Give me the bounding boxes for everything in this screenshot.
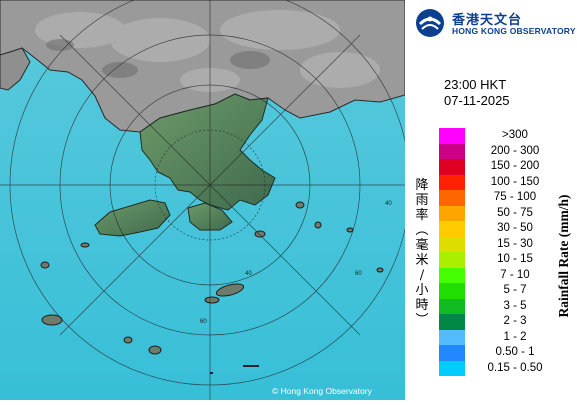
legend-axis-label-en: Rainfall Rate (mm/h) (556, 194, 571, 318)
legend-swatch (439, 283, 465, 299)
observatory-logo-icon (416, 9, 444, 37)
legend-label: 1 - 2 (503, 330, 527, 343)
ring-label-east: 40 (385, 201, 392, 207)
legend-label: 100 - 150 (490, 175, 540, 188)
legend-label: 10 - 15 (497, 253, 533, 265)
west-shore (0, 47, 31, 91)
legend-swatch (439, 298, 465, 314)
logo-name-en: HONG KONG OBSERVATORY (452, 26, 576, 36)
legend-label: 50 - 75 (497, 206, 533, 219)
legend-swatch (439, 360, 465, 376)
radar-image: 40 60 60 40 (0, 0, 411, 400)
legend-swatch (439, 174, 465, 190)
legend-swatch (439, 190, 465, 206)
legend-swatch (439, 159, 465, 175)
legend-label: 15 - 30 (497, 237, 533, 250)
legend-swatch (439, 252, 465, 268)
outlying-islands (40, 201, 384, 355)
legend-swatch (439, 314, 465, 330)
ring-label-southeast: 60 (355, 271, 362, 277)
lantau-island (94, 199, 171, 237)
legend-swatch (439, 329, 465, 345)
legend-label: 150 - 200 (490, 160, 540, 172)
radar-map: 40 60 60 40 © Hong Kong Observatory (0, 0, 411, 400)
legend-labels: >300 200 - 300 150 - 200 100 - 150 75 - 100 5… (471, 128, 559, 376)
legend-color-bar (439, 128, 465, 376)
hong-kong-land (139, 93, 276, 211)
copyright-text: © Hong Kong Observatory (272, 386, 372, 396)
info-panel: 香港天文台 HONG KONG OBSERVATORY 23:00 HKT 07… (405, 0, 577, 400)
legend-swatch (439, 143, 465, 159)
mainland-shadows (46, 39, 270, 78)
radar-date: 07-11-2025 (444, 93, 510, 108)
ring-label-inner: 40 (245, 271, 252, 277)
legend-label: 5 - 7 (503, 284, 527, 296)
legend-label: 75 - 100 (493, 191, 537, 203)
legend-label: 30 - 50 (497, 222, 533, 234)
legend-label: 0.15 - 0.50 (487, 361, 543, 374)
far-islets (210, 365, 259, 374)
legend-label: 200 - 300 (490, 144, 540, 157)
legend-label: >300 (502, 129, 528, 141)
radar-time: 23:00 HKT (444, 77, 507, 92)
legend-label: 2 - 3 (503, 315, 527, 327)
legend-swatch (439, 128, 465, 144)
legend-label: 3 - 5 (503, 299, 527, 312)
logo-name-zh: 香港天文台 (452, 13, 523, 28)
mainland-texture (35, 10, 380, 92)
legend-axis-label-zh: 降雨率 ︵ 毫米 / 小時 ︶ (415, 178, 429, 328)
legend-swatch (439, 205, 465, 221)
legend-swatch (439, 267, 465, 283)
legend-swatch (439, 221, 465, 237)
legend-label: 0.50 - 1 (495, 346, 535, 358)
ring-label-south: 60 (200, 319, 207, 325)
legend-swatch (439, 236, 465, 252)
legend-swatch (439, 345, 465, 361)
legend-label: 7 - 10 (500, 268, 530, 281)
